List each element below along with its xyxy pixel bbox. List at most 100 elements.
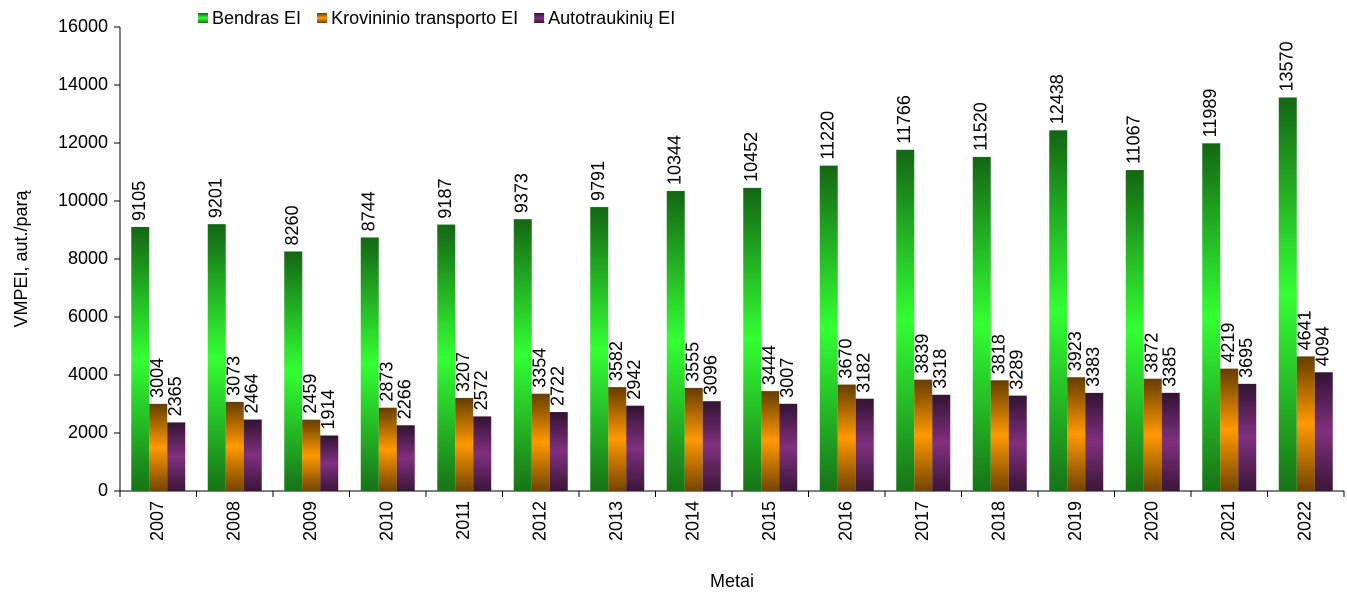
data-label: 3004 <box>147 358 167 398</box>
bar <box>243 419 262 491</box>
x-tick-label: 2021 <box>1218 501 1238 541</box>
data-label: 9187 <box>435 179 455 219</box>
bar <box>1085 392 1104 491</box>
data-label: 2572 <box>471 370 491 410</box>
bar <box>1125 170 1144 491</box>
x-tick-label: 2015 <box>759 501 779 541</box>
x-tick-label: 2014 <box>683 501 703 541</box>
x-tick-label: 2011 <box>453 501 473 540</box>
data-label: 2722 <box>548 366 568 406</box>
data-label: 3207 <box>453 352 473 392</box>
data-label: 2942 <box>624 360 644 400</box>
data-label: 4094 <box>1313 326 1333 366</box>
data-label: 3695 <box>1236 338 1256 378</box>
data-label: 2464 <box>242 373 262 413</box>
data-label: 11766 <box>894 95 914 144</box>
data-label: 3354 <box>530 348 550 388</box>
y-tick-label: 10000 <box>58 190 108 210</box>
y-tick-label: 14000 <box>58 74 108 94</box>
bar <box>1220 368 1239 491</box>
data-label: 3096 <box>701 355 721 395</box>
bar <box>684 387 703 491</box>
bar <box>819 165 838 491</box>
data-label: 9105 <box>129 181 149 221</box>
data-label: 2365 <box>165 376 185 416</box>
data-label: 4641 <box>1295 310 1315 350</box>
bar <box>855 398 874 491</box>
bar <box>626 405 645 491</box>
x-tick-label: 2008 <box>224 501 244 541</box>
data-label: 2459 <box>300 374 320 414</box>
data-label: 12438 <box>1047 74 1067 124</box>
data-label: 3289 <box>1007 350 1027 390</box>
data-label: 3872 <box>1142 333 1162 373</box>
data-label: 3182 <box>854 353 874 393</box>
bar <box>167 422 186 491</box>
data-label: 3555 <box>683 342 703 382</box>
legend-label: Autotraukinių EI <box>548 8 675 28</box>
data-label: 3073 <box>224 356 244 396</box>
bar <box>437 224 456 491</box>
bar <box>302 419 321 491</box>
x-tick-label: 2013 <box>606 501 626 541</box>
x-tick-label: 2010 <box>377 501 397 541</box>
bar <box>990 380 1009 491</box>
legend-swatch <box>534 13 545 23</box>
bar <box>1278 97 1297 491</box>
data-label: 3383 <box>1083 347 1103 387</box>
x-tick-label: 2012 <box>530 501 550 541</box>
data-label: 10344 <box>665 135 685 185</box>
x-tick-label: 2020 <box>1142 501 1162 541</box>
bar <box>1161 392 1180 491</box>
bar <box>1143 378 1162 491</box>
x-tick-label: 2019 <box>1065 501 1085 541</box>
bar <box>513 219 532 492</box>
data-label: 11220 <box>818 111 838 160</box>
bar <box>761 391 780 491</box>
data-label: 2266 <box>395 379 415 419</box>
bar <box>972 156 991 492</box>
data-label: 13570 <box>1277 41 1297 91</box>
bar <box>1049 130 1068 491</box>
data-label: 4219 <box>1218 323 1238 363</box>
y-tick-label: 12000 <box>58 132 108 152</box>
bar <box>531 393 550 491</box>
bar <box>914 379 933 491</box>
x-tick-label: 2017 <box>912 501 932 541</box>
bar <box>590 207 609 491</box>
data-label: 3007 <box>777 358 797 398</box>
bar <box>455 397 474 491</box>
bar <box>1314 372 1333 491</box>
data-label: 9791 <box>588 161 608 201</box>
y-axis-label: VMPEI, aut./parą <box>11 189 31 327</box>
bar <box>1238 383 1257 491</box>
bar <box>702 401 721 491</box>
data-label: 11520 <box>971 102 991 151</box>
legend-label: Krovininio transporto EI <box>331 8 518 28</box>
bar <box>1008 395 1027 491</box>
x-axis-label: Metai <box>710 571 754 591</box>
bar <box>1202 143 1221 491</box>
data-label: 9373 <box>512 173 532 213</box>
data-label: 3670 <box>836 339 856 379</box>
y-tick-label: 4000 <box>68 364 108 384</box>
x-tick-label: 2016 <box>836 501 856 541</box>
data-label: 3582 <box>606 341 626 381</box>
data-label: 2873 <box>377 362 397 402</box>
y-tick-label: 2000 <box>68 422 108 442</box>
x-tick-label: 2018 <box>989 501 1009 541</box>
bar <box>1067 377 1086 491</box>
x-tick-label: 2009 <box>300 501 320 541</box>
x-tick-label: 2022 <box>1295 501 1315 541</box>
data-label: 10452 <box>741 132 761 182</box>
bar <box>320 435 339 491</box>
bar <box>837 384 856 491</box>
x-tick-label: 2007 <box>147 501 167 541</box>
bar <box>473 416 492 491</box>
data-label: 11067 <box>1124 115 1144 164</box>
bar <box>149 403 168 491</box>
y-tick-label: 0 <box>98 480 108 500</box>
data-label: 1914 <box>318 389 338 429</box>
bar <box>608 387 627 491</box>
